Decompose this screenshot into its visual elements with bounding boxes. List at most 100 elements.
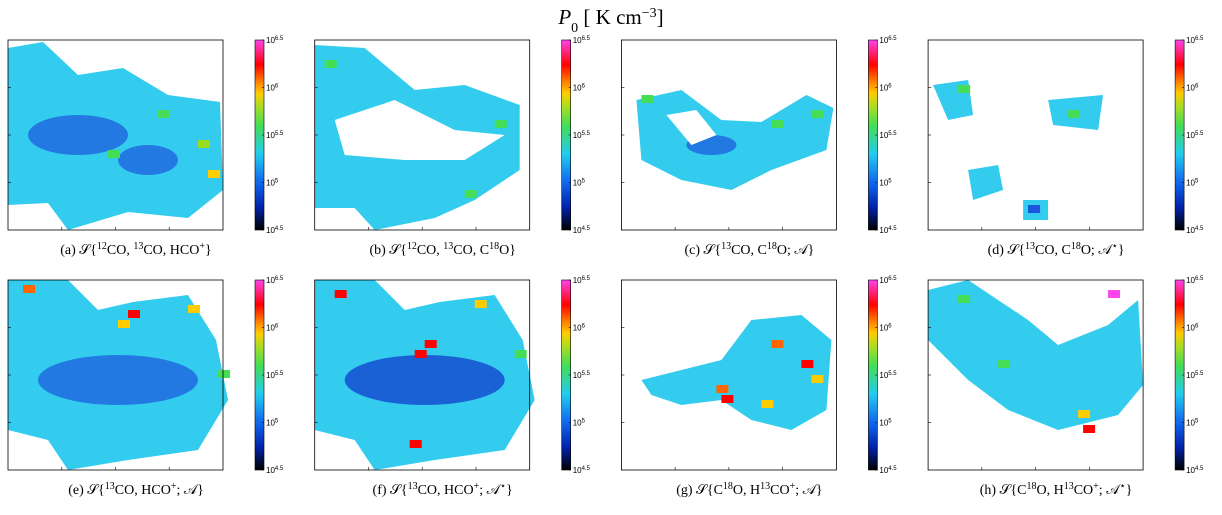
map-gap xyxy=(334,100,505,160)
supscript: 13 xyxy=(105,481,115,492)
map-patch xyxy=(1108,290,1121,298)
map-patch xyxy=(474,300,487,308)
text-part: (e) 𝒮{ xyxy=(68,483,105,498)
tick-base: 10 xyxy=(266,84,275,93)
colorbar-tick-label: 104.5 xyxy=(1186,466,1204,475)
colorbar-tick-label: 106.5 xyxy=(573,276,591,285)
tick-base: 10 xyxy=(1186,276,1195,285)
tick-base: 10 xyxy=(1186,371,1195,380)
colorbar-tick-label: 106 xyxy=(1186,84,1199,93)
map-patch xyxy=(198,140,210,148)
tick-base: 10 xyxy=(879,226,888,235)
map-patch xyxy=(771,120,784,128)
map-region xyxy=(28,115,128,155)
tick-base: 10 xyxy=(573,324,582,333)
map-patch xyxy=(158,110,170,118)
tick-base: 10 xyxy=(266,226,275,235)
supscript: + xyxy=(1093,481,1099,492)
colorbar-tick-label: 105.5 xyxy=(266,131,284,140)
supscript: 18 xyxy=(767,241,777,252)
tick-exponent: 6 xyxy=(275,84,279,90)
tick-base: 10 xyxy=(573,466,582,475)
supscript: 13 xyxy=(1064,481,1074,492)
tick-exponent: 5.5 xyxy=(1195,131,1204,137)
supscript: 13 xyxy=(443,241,453,252)
colorbar-tick-label: 105.5 xyxy=(879,371,897,380)
supscript: 18 xyxy=(1071,241,1081,252)
supscript: + xyxy=(474,481,480,492)
colorbar-tick-label: 105.5 xyxy=(266,371,284,380)
supscript: 13 xyxy=(760,481,770,492)
panel-caption: (f) 𝒮{13CO, HCO+; 𝒜⋆} xyxy=(373,481,513,499)
map-patch xyxy=(801,360,814,368)
text-part: } xyxy=(1126,483,1133,498)
map-patch xyxy=(409,440,422,448)
tick-base: 10 xyxy=(266,466,275,475)
tick-exponent: 5.5 xyxy=(888,131,897,137)
tick-base: 10 xyxy=(266,179,275,188)
map-region xyxy=(928,280,1144,430)
map-region xyxy=(38,355,198,405)
colorbar-tick-label: 106 xyxy=(266,84,279,93)
colorbar-tick-label: 105 xyxy=(266,419,279,428)
tick-base: 10 xyxy=(573,226,582,235)
panel-caption: (c) 𝒮{13CO, C18O; 𝒜} xyxy=(684,241,814,259)
tick-base: 10 xyxy=(879,131,888,140)
map-patch xyxy=(218,370,230,378)
tick-exponent: 4.5 xyxy=(582,466,591,472)
tick-base: 10 xyxy=(266,324,275,333)
tick-base: 10 xyxy=(573,36,582,45)
tick-base: 10 xyxy=(1186,466,1195,475)
tick-exponent: 4.5 xyxy=(275,226,284,232)
tick-base: 10 xyxy=(573,84,582,93)
colorbar-tick-label: 106.5 xyxy=(879,36,897,45)
tick-exponent: 6.5 xyxy=(582,36,591,42)
tick-exponent: 6.5 xyxy=(1195,276,1204,282)
tick-exponent: 6 xyxy=(582,324,586,330)
text-part: CO, xyxy=(417,243,443,258)
text-part: (f) 𝒮{ xyxy=(373,483,408,498)
tick-base: 10 xyxy=(879,84,888,93)
tick-base: 10 xyxy=(1186,419,1195,428)
map-patch xyxy=(188,305,200,313)
tick-exponent: 6.5 xyxy=(275,36,284,42)
colorbar-tick-label: 105 xyxy=(573,179,586,188)
tick-base: 10 xyxy=(879,179,888,188)
tick-base: 10 xyxy=(1186,36,1195,45)
map-patch xyxy=(208,170,220,178)
colorbar-tick-label: 104.5 xyxy=(1186,226,1204,235)
map-region xyxy=(933,80,1104,220)
panel-caption: (d) 𝒮{13CO, C18O; 𝒜⋆} xyxy=(988,241,1125,259)
map-patch xyxy=(424,340,437,348)
map-patch xyxy=(998,360,1011,368)
colorbar-tick-label: 105 xyxy=(1186,179,1199,188)
map-patch xyxy=(514,350,527,358)
tick-base: 10 xyxy=(879,324,888,333)
map-patch xyxy=(958,295,971,303)
colorbar-tick-label: 106 xyxy=(573,84,586,93)
tick-exponent: 5 xyxy=(1195,419,1199,425)
text-part: CO, C xyxy=(731,243,767,258)
map-patch xyxy=(1068,110,1081,118)
map-patch xyxy=(414,350,427,358)
tick-exponent: 4.5 xyxy=(582,226,591,232)
text-part: CO, xyxy=(107,243,133,258)
panel-caption: (g) 𝒮{C18O, H13CO+; 𝒜} xyxy=(676,481,822,499)
map-patch xyxy=(811,110,824,118)
tick-exponent: 5 xyxy=(275,419,279,425)
tick-base: 10 xyxy=(879,36,888,45)
map-region xyxy=(344,355,505,405)
map-patch xyxy=(771,340,784,348)
panel-caption: (a) 𝒮{12CO, 13CO, HCO+} xyxy=(60,241,211,259)
map-region xyxy=(641,315,832,430)
tick-exponent: 6 xyxy=(1195,84,1199,90)
text-part: } xyxy=(205,243,212,258)
colorbar-tick-label: 105.5 xyxy=(879,131,897,140)
supscript: 18 xyxy=(489,241,499,252)
